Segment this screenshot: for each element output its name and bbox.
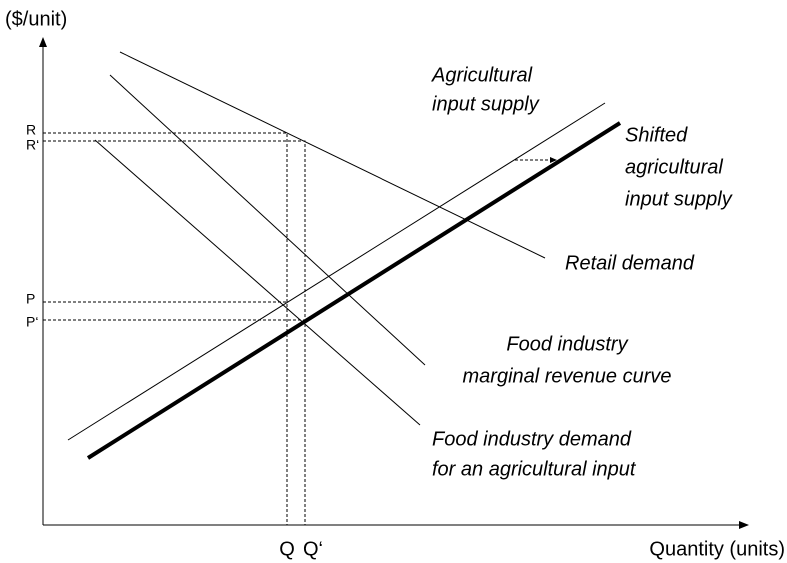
shifted-supply bbox=[86, 121, 622, 460]
tick-p: P bbox=[26, 291, 35, 307]
curve-label: Retail demand bbox=[565, 252, 695, 274]
tick-r: R bbox=[26, 122, 36, 138]
y-axis-label: ($/unit) bbox=[5, 8, 67, 30]
curve-label: Shifted bbox=[625, 124, 688, 146]
tick-r-prime: R‘ bbox=[26, 137, 39, 153]
curve-label: input supply bbox=[432, 93, 540, 115]
curve-label: for an agricultural input bbox=[432, 458, 637, 480]
food-demand bbox=[94, 139, 421, 426]
marginal-revenue bbox=[109, 74, 426, 366]
tick-p-prime: P‘ bbox=[26, 314, 38, 330]
tick-q: Q bbox=[279, 538, 295, 560]
curve-label: marginal revenue curve bbox=[463, 365, 672, 387]
curve-label: Food industry bbox=[506, 333, 628, 355]
tick-q-prime: Q‘ bbox=[303, 538, 323, 560]
x-axis-label: Quantity (units) bbox=[649, 538, 785, 560]
curve-label: agricultural bbox=[625, 156, 723, 178]
curve-label: input supply bbox=[625, 188, 733, 210]
curve-label: Food industry demand bbox=[432, 428, 632, 450]
input-supply bbox=[67, 102, 606, 441]
curve-label: Agricultural bbox=[431, 64, 533, 86]
guide-r-prime bbox=[43, 140, 306, 525]
retail-demand bbox=[119, 51, 546, 259]
guide-r bbox=[43, 132, 288, 525]
